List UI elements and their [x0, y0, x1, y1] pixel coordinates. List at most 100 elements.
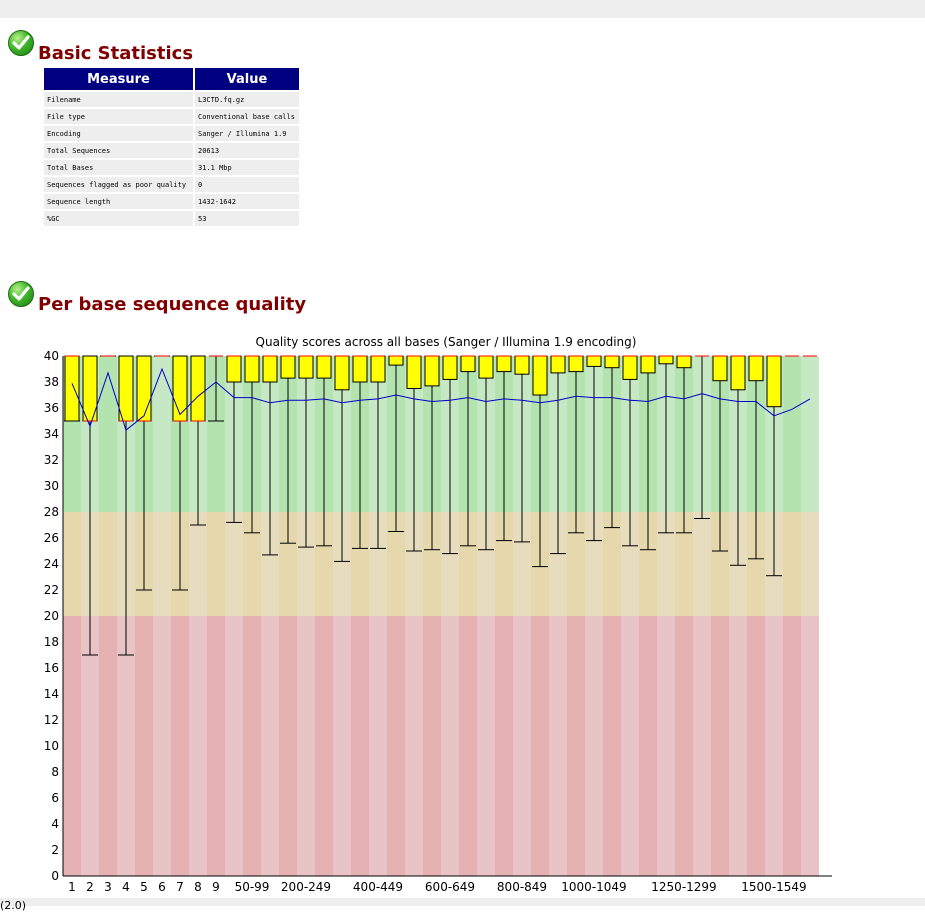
x-tick-label: 1250-1299 — [651, 880, 716, 894]
zone-poor-stripe — [585, 616, 603, 876]
zone-poor-stripe — [225, 616, 243, 876]
zone-poor-stripe — [261, 616, 279, 876]
y-tick-label: 12 — [44, 713, 59, 727]
quartile-box — [280, 355, 296, 379]
measure-cell: %GC — [44, 211, 193, 226]
zone-reasonable-stripe — [459, 512, 477, 616]
value-cell: 1432-1642 — [195, 194, 299, 209]
zone-reasonable-stripe — [639, 512, 657, 616]
zone-reasonable-stripe — [549, 512, 567, 616]
value-header: Value — [195, 68, 299, 90]
zone-reasonable-stripe — [369, 512, 387, 616]
pass-check-icon — [8, 30, 34, 56]
zone-reasonable-stripe — [225, 512, 243, 616]
x-tick-label: 600-649 — [425, 880, 475, 894]
zone-reasonable-stripe — [207, 512, 225, 616]
zone-reasonable-stripe — [189, 512, 207, 616]
zone-poor-stripe — [747, 616, 765, 876]
table-row: Filename L3CTD.fq.gz — [44, 92, 299, 107]
zone-poor-stripe — [369, 616, 387, 876]
zone-reasonable-stripe — [585, 512, 603, 616]
y-tick-label: 14 — [44, 687, 59, 701]
quartile-box — [298, 355, 314, 379]
y-tick-label: 10 — [44, 739, 59, 753]
bottom-bar — [0, 898, 925, 906]
zone-reasonable-stripe — [63, 512, 81, 616]
zone-poor-stripe — [207, 616, 225, 876]
quartile-box — [676, 355, 692, 369]
quartile-box — [424, 355, 440, 387]
zone-poor-stripe — [189, 616, 207, 876]
zone-poor-stripe — [549, 616, 567, 876]
zone-reasonable-stripe — [477, 512, 495, 616]
table-row: Total Sequences 20613 — [44, 143, 299, 158]
chart-title: Quality scores across all bases (Sanger … — [256, 335, 637, 349]
table-row: File type Conventional base calls — [44, 109, 299, 124]
quartile-box — [388, 355, 404, 366]
zone-reasonable-stripe — [693, 512, 711, 616]
quartile-box — [352, 355, 368, 383]
basic-statistics-table: Measure Value Filename L3CTD.fq.gz File t… — [42, 66, 301, 228]
y-tick-label: 18 — [44, 635, 59, 649]
zone-good-stripe — [153, 356, 171, 512]
quartile-box — [226, 355, 242, 383]
x-tick-label: 1 — [68, 880, 76, 894]
quartile-box — [316, 355, 332, 379]
zone-backgrounds — [63, 356, 819, 876]
quartile-box — [460, 355, 476, 373]
quartile-box — [730, 355, 746, 391]
zone-reasonable-stripe — [495, 512, 513, 616]
quartile-box — [406, 355, 422, 389]
quality-chart: Quality scores across all bases (Sanger … — [44, 335, 832, 894]
zone-poor-stripe — [657, 616, 675, 876]
zone-good-stripe — [783, 356, 801, 512]
zone-poor-stripe — [513, 616, 531, 876]
zone-reasonable-stripe — [333, 512, 351, 616]
table-row: Sequence length 1432-1642 — [44, 194, 299, 209]
zone-reasonable-stripe — [711, 512, 729, 616]
mean-series — [71, 367, 811, 431]
y-tick-label: 40 — [44, 349, 59, 363]
zone-good-stripe — [207, 356, 225, 512]
zone-poor-stripe — [405, 616, 423, 876]
quartile-box — [568, 355, 584, 373]
value-cell: Sanger / Illumina 1.9 — [195, 126, 299, 141]
zone-reasonable-stripe — [99, 512, 117, 616]
mean-line — [71, 367, 811, 431]
y-tick-label: 38 — [44, 375, 59, 389]
quartile-box — [118, 355, 134, 422]
zone-poor-stripe — [351, 616, 369, 876]
zone-poor-stripe — [639, 616, 657, 876]
quartile-box — [496, 355, 512, 373]
zone-good-stripe — [99, 356, 117, 512]
y-tick-label: 20 — [44, 609, 59, 623]
table-row: Total Bases 31.1 Mbp — [44, 160, 299, 175]
zone-reasonable-stripe — [513, 512, 531, 616]
x-tick-label: 2 — [86, 880, 94, 894]
zone-reasonable-stripe — [801, 512, 819, 616]
zone-reasonable-stripe — [387, 512, 405, 616]
quartile-box — [478, 355, 494, 379]
table-row: Sequences flagged as poor quality 0 — [44, 177, 299, 192]
quartile-box — [370, 355, 386, 383]
zone-poor-stripe — [783, 616, 801, 876]
zone-reasonable-stripe — [783, 512, 801, 616]
zone-poor-stripe — [99, 616, 117, 876]
y-tick-label: 28 — [44, 505, 59, 519]
axes — [62, 356, 832, 877]
zone-poor-stripe — [729, 616, 747, 876]
zone-poor-stripe — [477, 616, 495, 876]
quartile-box — [640, 355, 656, 374]
x-tick-label: 1000-1049 — [561, 880, 626, 894]
quartile-box — [604, 355, 620, 369]
zone-poor-stripe — [603, 616, 621, 876]
value-cell: Conventional base calls — [195, 109, 299, 124]
x-tick-label: 4 — [122, 880, 130, 894]
y-tick-label: 36 — [44, 401, 59, 415]
quartile-box — [334, 355, 350, 391]
y-tick-label: 24 — [44, 557, 59, 571]
zone-reasonable-stripe — [351, 512, 369, 616]
footnote: (2.0) — [0, 899, 27, 912]
zone-poor-stripe — [153, 616, 171, 876]
